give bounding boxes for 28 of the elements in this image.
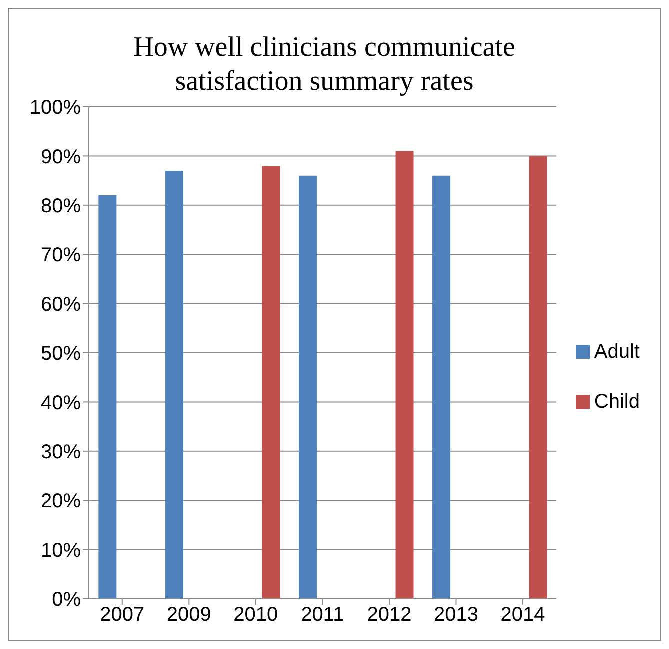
bar — [529, 156, 548, 599]
y-tick-label: 10% — [40, 540, 82, 562]
x-tick-label: 2013 — [434, 604, 478, 626]
bar — [165, 170, 184, 599]
bar — [396, 151, 414, 599]
y-tick-label: 60% — [40, 294, 82, 316]
legend-label: Child — [594, 390, 640, 412]
x-tick-label: 2007 — [100, 604, 145, 626]
y-tick-label: 30% — [40, 442, 82, 464]
legend-label: Adult — [594, 340, 640, 362]
x-tick-label: 2012 — [367, 604, 412, 626]
chart-title: How well clinicians communicate satisfaction summary rates — [132, 31, 516, 99]
bar — [262, 166, 280, 599]
x-tick-label: 2011 — [301, 604, 344, 626]
y-tick-label: 40% — [40, 392, 82, 414]
y-tick-label: 0% — [52, 589, 82, 612]
x-tick-label: 2010 — [234, 604, 278, 626]
x-tick-label: 2014 — [500, 604, 546, 626]
x-tick-label: 2009 — [166, 604, 212, 626]
bar — [432, 176, 451, 599]
y-tick-label: 20% — [40, 490, 82, 513]
y-tick-label: 100% — [30, 97, 82, 120]
bar — [98, 196, 117, 599]
y-tick-label: 70% — [40, 244, 82, 267]
bar — [298, 176, 317, 599]
y-tick-label: 80% — [40, 196, 82, 218]
y-tick-label: 50% — [40, 343, 82, 366]
y-tick-label: 90% — [40, 146, 82, 168]
